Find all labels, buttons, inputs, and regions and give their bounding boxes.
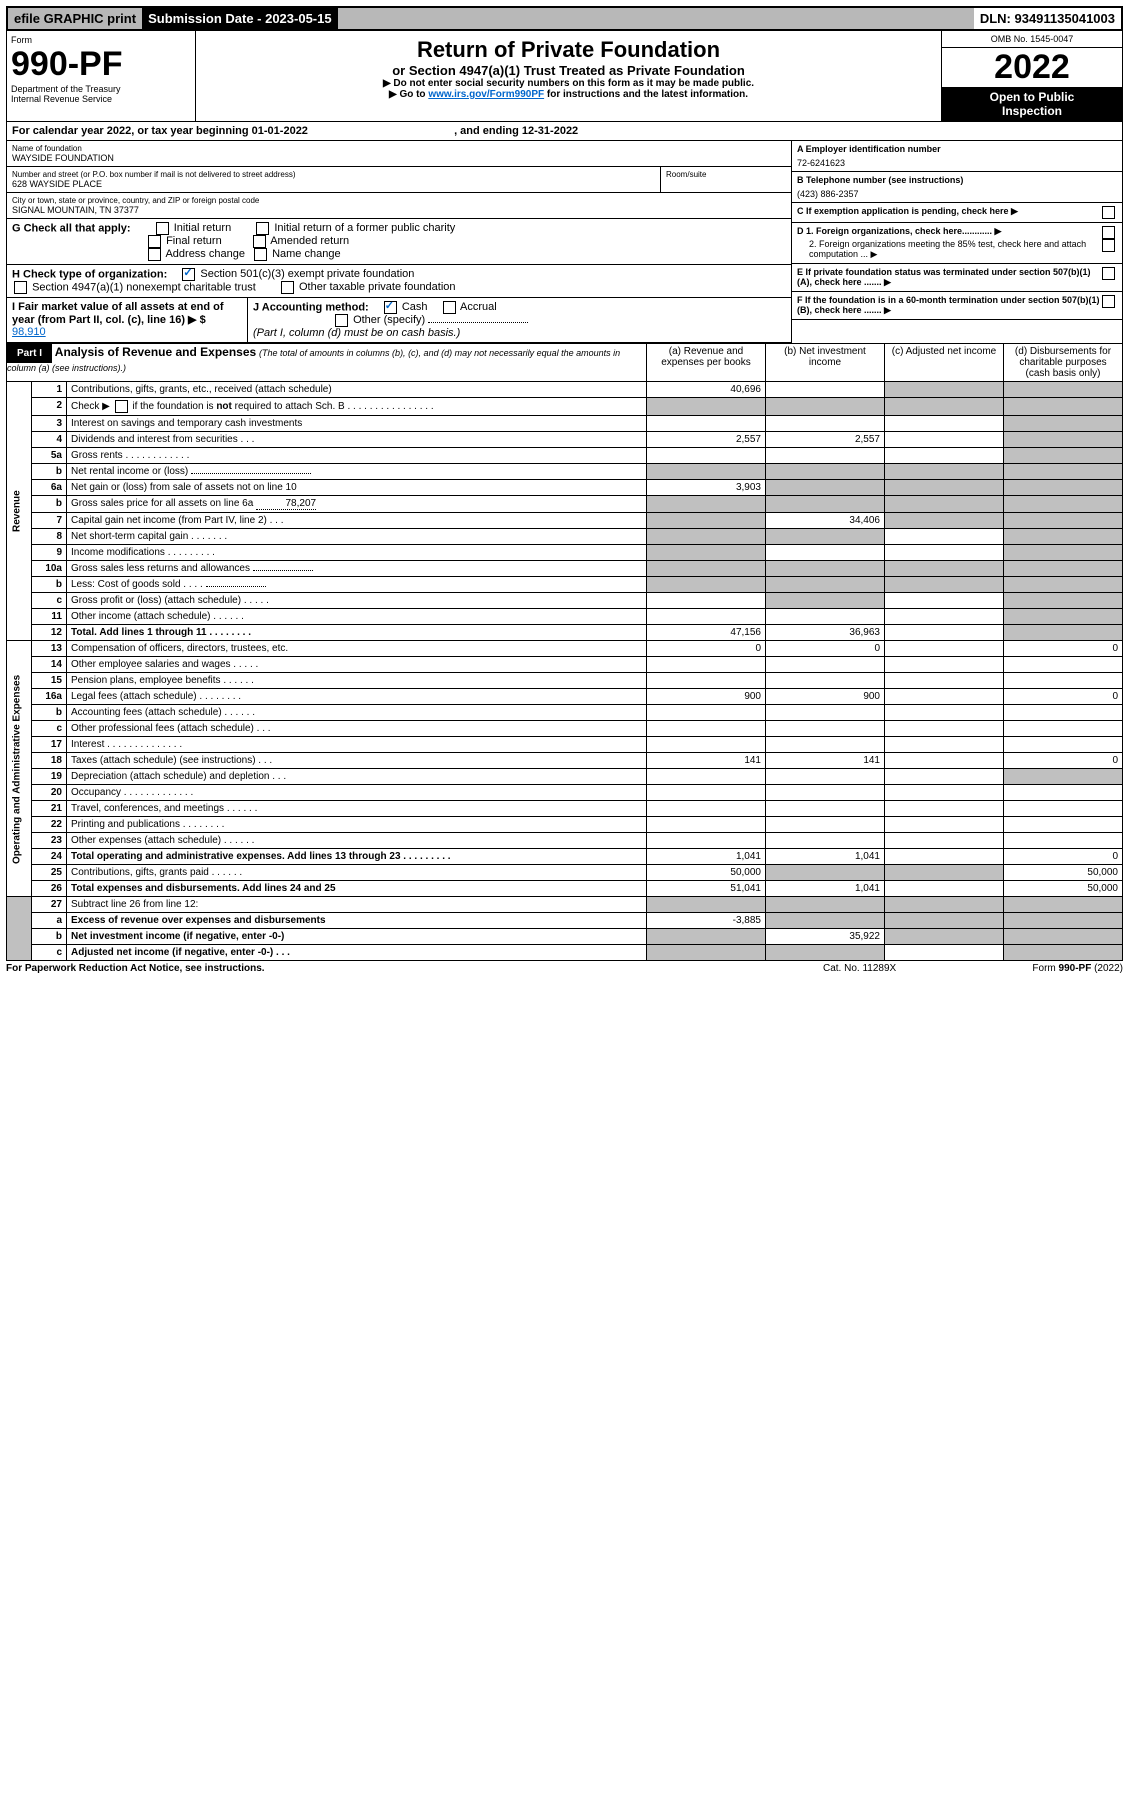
efile-graphic-print[interactable]: efile GRAPHIC print (8, 8, 142, 29)
final-return-checkbox[interactable] (148, 235, 161, 248)
col-b-header: (b) Net investment income (766, 344, 885, 382)
section-f: F If the foundation is in a 60-month ter… (792, 292, 1122, 320)
cash-checkbox[interactable] (384, 301, 397, 314)
schb-checkbox[interactable] (115, 400, 128, 413)
section-e: E If private foundation status was termi… (792, 264, 1122, 292)
phone: (423) 886-2357 (797, 189, 1117, 199)
form-number: 990-PF (11, 45, 191, 84)
col-a-header: (a) Revenue and expenses per books (647, 344, 766, 382)
address: 628 WAYSIDE PLACE (12, 179, 655, 189)
address-change-checkbox[interactable] (148, 248, 161, 261)
section-c: C If exemption application is pending, c… (792, 203, 1122, 223)
open-to-public: Open to PublicInspection (942, 87, 1122, 121)
cat-no: Cat. No. 11289X (823, 963, 963, 974)
foundation-name: WAYSIDE FOUNDATION (12, 153, 786, 163)
city-label: City or town, state or province, country… (12, 196, 786, 205)
section-h: H Check type of organization: Section 50… (7, 265, 792, 298)
fmv-value[interactable]: 98,910 (12, 326, 46, 338)
form-word: Form (11, 35, 191, 45)
revenue-side-label: Revenue (7, 382, 32, 641)
section-d: D 1. Foreign organizations, check here..… (792, 223, 1122, 264)
col-c-header: (c) Adjusted net income (885, 344, 1004, 382)
section-i: I Fair market value of all assets at end… (7, 298, 248, 342)
irs: Internal Revenue Service (11, 94, 191, 104)
omb-number: OMB No. 1545-0047 (942, 31, 1122, 48)
opex-side-label: Operating and Administrative Expenses (7, 641, 32, 897)
section-j: J Accounting method: Cash Accrual Other … (248, 298, 791, 342)
calendar-year-row: For calendar year 2022, or tax year begi… (6, 122, 1123, 141)
60month-checkbox[interactable] (1102, 295, 1115, 308)
year-block: OMB No. 1545-0047 2022 Open to PublicIns… (942, 31, 1122, 121)
other-taxable-checkbox[interactable] (281, 281, 294, 294)
former-charity-checkbox[interactable] (256, 222, 269, 235)
85pct-checkbox[interactable] (1102, 239, 1115, 252)
section-b: B Telephone number (see instructions) (4… (792, 172, 1122, 203)
foreign-org-checkbox[interactable] (1102, 226, 1115, 239)
address-label: Number and street (or P.O. box number if… (12, 170, 655, 179)
amended-return-checkbox[interactable] (253, 235, 266, 248)
section-g: G Check all that apply: Initial return I… (7, 219, 792, 265)
dln: DLN: 93491135041003 (974, 8, 1121, 29)
room-label: Room/suite (666, 170, 786, 179)
accrual-checkbox[interactable] (443, 301, 456, 314)
dept-treasury: Department of the Treasury (11, 84, 191, 94)
submission-date: Submission Date - 2023-05-15 (142, 8, 338, 29)
part1-table: Part I Analysis of Revenue and Expenses … (6, 343, 1123, 961)
foundation-name-label: Name of foundation (12, 144, 786, 153)
section-a: A Employer identification number 72-6241… (792, 141, 1122, 172)
name-change-checkbox[interactable] (254, 248, 267, 261)
form-title-block: Return of Private Foundation or Section … (196, 31, 942, 121)
form-footer-id: Form 990-PF (2022) (963, 963, 1123, 974)
form-note2: ▶ Go to www.irs.gov/Form990PF for instru… (202, 89, 935, 100)
tax-year: 2022 (942, 48, 1122, 87)
page-footer: For Paperwork Reduction Act Notice, see … (6, 963, 1123, 974)
501c3-checkbox[interactable] (182, 268, 195, 281)
ein: 72-6241623 (797, 158, 1117, 168)
col-d-header: (d) Disbursements for charitable purpose… (1004, 344, 1123, 382)
form-title: Return of Private Foundation (202, 37, 935, 63)
paperwork-notice: For Paperwork Reduction Act Notice, see … (6, 963, 823, 974)
other-method-checkbox[interactable] (335, 314, 348, 327)
part1-label: Part I (7, 344, 52, 363)
city: SIGNAL MOUNTAIN, TN 37377 (12, 205, 786, 215)
form-note1: ▶ Do not enter social security numbers o… (202, 78, 935, 89)
initial-return-checkbox[interactable] (156, 222, 169, 235)
exemption-pending-checkbox[interactable] (1102, 206, 1115, 219)
efile-topbar: efile GRAPHIC print Submission Date - 20… (6, 6, 1123, 31)
terminated-checkbox[interactable] (1102, 267, 1115, 280)
form-id-block: Form 990-PF Department of the Treasury I… (7, 31, 196, 121)
topbar-spacer (338, 16, 974, 22)
4947a1-checkbox[interactable] (14, 281, 27, 294)
form-subtitle: or Section 4947(a)(1) Trust Treated as P… (202, 63, 935, 78)
form990pf-link[interactable]: www.irs.gov/Form990PF (428, 89, 544, 100)
